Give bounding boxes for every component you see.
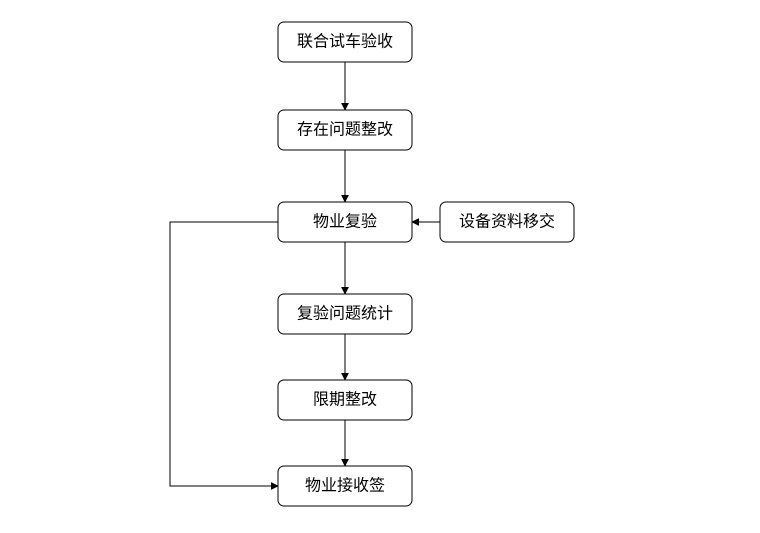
edge-n3-n7 [170, 222, 278, 486]
node-label-n2: 存在问题整改 [297, 121, 393, 139]
node-label-n4: 设备资料移交 [459, 213, 555, 231]
node-label-n1: 联合试车验收 [297, 33, 393, 51]
node-n3: 物业复验 [278, 202, 412, 242]
node-n1: 联合试车验收 [278, 22, 412, 62]
node-label-n6: 限期整改 [313, 391, 377, 409]
node-n4: 设备资料移交 [440, 202, 574, 242]
node-n7: 物业接收签 [278, 466, 412, 506]
node-label-n5: 复验问题统计 [297, 305, 393, 323]
node-label-n7: 物业接收签 [305, 477, 385, 495]
node-label-n3: 物业复验 [313, 213, 377, 231]
node-n2: 存在问题整改 [278, 110, 412, 150]
flowchart-canvas: 联合试车验收存在问题整改物业复验 设备资料移交复验问题统计限期整改物业接收签 [0, 0, 760, 533]
node-n5: 复验问题统计 [278, 294, 412, 334]
node-n6: 限期整改 [278, 380, 412, 420]
